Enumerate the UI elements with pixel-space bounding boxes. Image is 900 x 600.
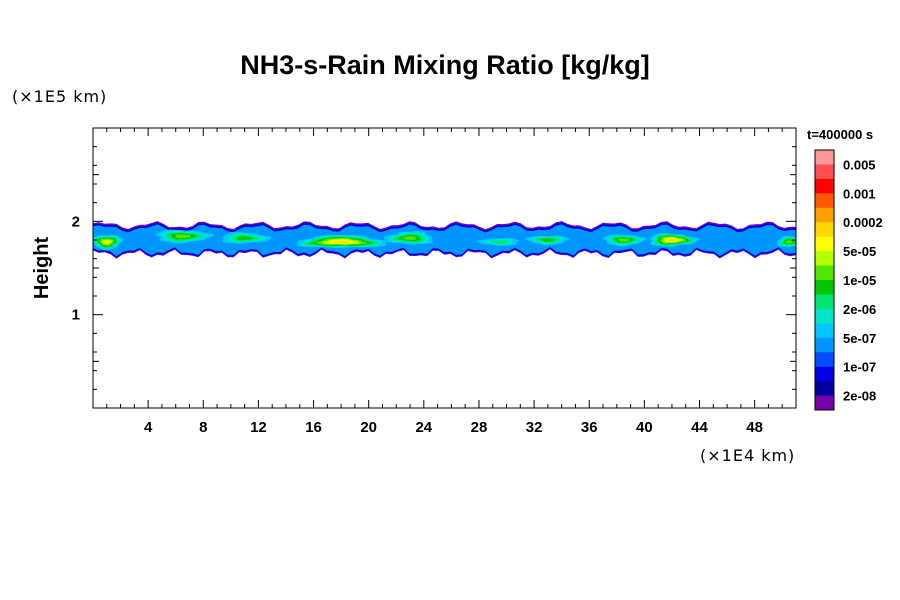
cloud-cell-contour bbox=[490, 240, 508, 244]
x-tick-label: 24 bbox=[415, 419, 432, 436]
cloud-core-band bbox=[93, 224, 796, 257]
cloud-cell-contour bbox=[402, 236, 417, 240]
colorbar-segment bbox=[815, 207, 834, 223]
cloud-cell-contour bbox=[103, 240, 111, 244]
plot-area bbox=[93, 221, 796, 259]
colorbar-segment bbox=[815, 395, 834, 411]
x-tick-label: 8 bbox=[199, 419, 207, 436]
colorbar-segment bbox=[815, 150, 834, 165]
colorbar-segment bbox=[815, 236, 834, 252]
colorbar-segment bbox=[815, 164, 834, 180]
colorbar-segment bbox=[815, 265, 834, 281]
colorbar-segment bbox=[815, 381, 834, 396]
x-tick-label: 44 bbox=[691, 419, 708, 436]
colorbar-segment bbox=[815, 280, 834, 295]
cloud-cell-contour bbox=[236, 236, 254, 241]
cloud-cell-contour bbox=[618, 238, 630, 242]
colorbar-label: 5e-05 bbox=[843, 244, 876, 259]
x-axis: 4 8 12 16 20 24 28 32 36 40 44 48 bbox=[106, 128, 783, 436]
colorbar-label: 1e-05 bbox=[843, 273, 876, 288]
colorbar-label: 0.005 bbox=[843, 157, 876, 172]
chart-title: NH3-s-Rain Mixing Ratio [kg/kg] bbox=[240, 50, 650, 80]
colorbar-label: 0.001 bbox=[843, 186, 876, 201]
cloud-cell-contour bbox=[540, 238, 555, 242]
x-tick-label: 40 bbox=[636, 419, 653, 436]
y-unit-label: (×1E5 km) bbox=[12, 87, 107, 106]
x-tick-label: 28 bbox=[471, 419, 488, 436]
colorbar: 0.005 0.001 0.0002 5e-05 1e-05 2e-06 5e-07 1e-0… bbox=[814, 149, 883, 411]
y-axis: 12 bbox=[72, 146, 796, 390]
x-tick-label: 20 bbox=[360, 419, 377, 436]
colorbar-label: 2e-06 bbox=[843, 302, 876, 317]
colorbar-label: 2e-08 bbox=[843, 389, 876, 404]
y-tick-label: 1 bbox=[72, 307, 80, 324]
cloud-cell-contour bbox=[332, 240, 350, 243]
colorbar-segment bbox=[815, 193, 834, 209]
y-axis-label: Height bbox=[31, 237, 53, 300]
colorbar-segment bbox=[815, 308, 834, 324]
x-tick-label: 32 bbox=[526, 419, 543, 436]
x-tick-label: 4 bbox=[144, 419, 153, 436]
colorbar-segment bbox=[815, 294, 834, 310]
colorbar-label: 0.0002 bbox=[843, 215, 883, 230]
x-tick-label: 36 bbox=[581, 419, 598, 436]
colorbar-segment bbox=[815, 352, 834, 368]
cloud-field bbox=[93, 221, 796, 259]
cloud-cell-contour bbox=[785, 240, 793, 244]
x-unit-label: (×1E4 km) bbox=[700, 446, 795, 465]
colorbar-segment bbox=[815, 323, 834, 339]
colorbar-segment bbox=[815, 222, 834, 238]
time-label: t=400000 s bbox=[807, 127, 873, 142]
colorbar-segment bbox=[815, 251, 834, 266]
colorbar-label: 5e-07 bbox=[843, 331, 876, 346]
x-tick-label: 48 bbox=[746, 419, 763, 436]
cloud-cell-contour bbox=[175, 234, 191, 239]
x-tick-label: 12 bbox=[250, 419, 267, 436]
colorbar-label: 1e-07 bbox=[843, 360, 876, 375]
y-tick-label: 2 bbox=[72, 213, 80, 230]
colorbar-segment bbox=[815, 366, 834, 382]
cloud-cell-contour bbox=[668, 238, 677, 242]
x-tick-label: 16 bbox=[305, 419, 322, 436]
colorbar-segment bbox=[815, 337, 834, 353]
colorbar-frame bbox=[814, 149, 835, 411]
colorbar-segment bbox=[815, 178, 834, 194]
